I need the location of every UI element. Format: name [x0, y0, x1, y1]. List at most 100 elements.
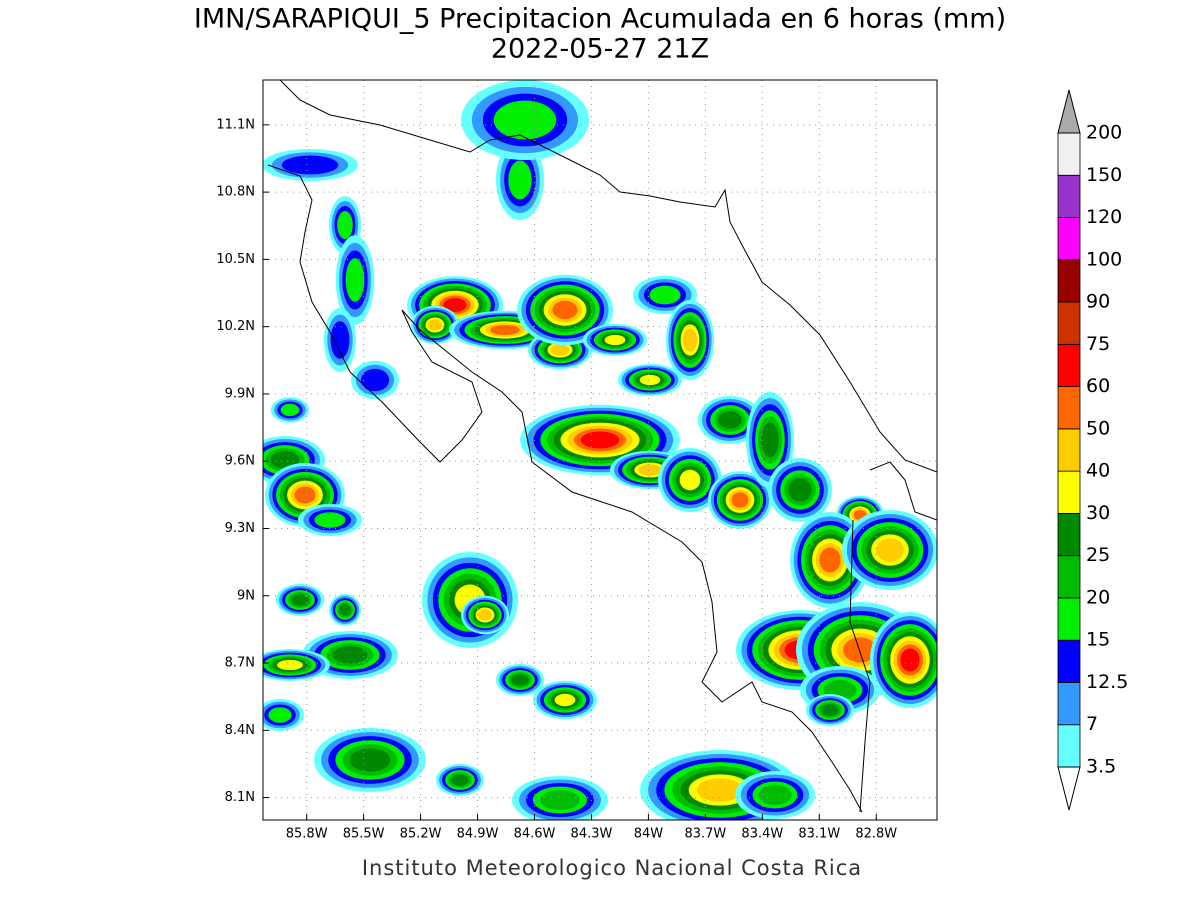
border [849, 519, 871, 813]
precip-area [550, 344, 570, 356]
colorbar-segment [1057, 639, 1081, 683]
precip-area [718, 411, 742, 429]
precip-area [604, 334, 626, 346]
coastline [869, 461, 937, 521]
precip-area [330, 321, 350, 359]
colorbar-segment [1057, 597, 1081, 641]
colorbar-segment [1057, 259, 1081, 303]
precip-area [478, 609, 492, 621]
colorbar-segment [1057, 386, 1081, 430]
y-tick-label: 8.7N [225, 656, 255, 671]
colorbar: 3.5 7 12.5 15 20 25 30 40 50 60 75 90 100 120 150 200 [1057, 89, 1128, 811]
colorbar-label: 75 [1086, 333, 1110, 355]
precip-area [554, 693, 576, 707]
precip-field [263, 80, 937, 820]
x-tick-label: 83.4W [741, 827, 783, 842]
y-tick-label: 8.4N [225, 723, 255, 738]
colorbar-segment [1057, 513, 1081, 557]
precip-area [291, 594, 309, 606]
precip-area [900, 648, 920, 672]
precip-area [639, 374, 661, 386]
colorbar-label: 100 [1086, 248, 1122, 270]
x-tick-label: 84.6W [514, 827, 556, 842]
colorbar-label: 3.5 [1086, 756, 1116, 778]
precip-area [761, 422, 779, 458]
precip-area [281, 155, 339, 175]
map-frame [262, 79, 938, 821]
colorbar-label: 12.5 [1086, 671, 1128, 693]
x-tick-label: 84W [634, 827, 664, 842]
precip-area [511, 674, 529, 686]
colorbar-over [1057, 89, 1081, 134]
colorbar-segment [1057, 343, 1081, 388]
y-tick-label: 9.9N [225, 386, 255, 401]
colorbar-label: 25 [1086, 544, 1110, 566]
precip-area [451, 774, 469, 786]
precip-area [493, 100, 557, 140]
y-tick-label: 11.1N [216, 117, 255, 132]
colorbar-label: 40 [1086, 460, 1110, 482]
colorbar-label: 200 [1086, 122, 1122, 144]
x-tick-label: 85.5W [343, 827, 385, 842]
colorbar-label: 20 [1086, 586, 1110, 608]
subtitle: 2022-05-27 21Z [491, 34, 709, 65]
colorbar-segment [1057, 428, 1081, 472]
colorbar-segment [1057, 555, 1081, 599]
precip-area [268, 707, 292, 723]
precip-area [683, 328, 697, 352]
x-tick-label: 84.9W [457, 827, 499, 842]
y-tick-label: 10.2N [216, 319, 255, 334]
precip-area [580, 431, 620, 449]
colorbar-segment [1057, 217, 1081, 261]
precip-area [280, 403, 300, 417]
precip-area [277, 659, 303, 671]
x-tick-label: 84.3W [571, 827, 613, 842]
precip-area [360, 368, 390, 392]
grid: 85.8W 85.5W 85.2W 84.9W 84.6W 84.3W 84W 83.7W 83… [216, 80, 937, 842]
colorbar-label: 15 [1086, 629, 1110, 651]
x-tick-label: 82.8W [855, 827, 897, 842]
precip-area [540, 790, 580, 810]
y-tick-label: 9.3N [225, 521, 255, 536]
x-tick-label: 85.8W [286, 827, 328, 842]
x-tick-label: 85.2W [400, 827, 442, 842]
title: IMN/SARAPIQUI_5 Precipitacion Acumulada … [194, 4, 1006, 35]
colorbar-label: 50 [1086, 417, 1110, 439]
precip-area [490, 324, 520, 336]
colorbar-label: 60 [1086, 375, 1110, 397]
precip-area [349, 748, 391, 772]
y-tick-label: 8.1N [225, 790, 255, 805]
precip-area [679, 469, 701, 491]
precip-area [843, 637, 877, 663]
precip-area [758, 785, 792, 805]
coastlines [267, 80, 937, 813]
precip-area [508, 160, 532, 200]
colorbar-label: 30 [1086, 502, 1110, 524]
x-tick-label: 83.7W [684, 827, 726, 842]
colorbar-segment [1057, 470, 1081, 514]
colorbar-label: 7 [1086, 713, 1098, 735]
precip-area [428, 319, 442, 331]
y-tick-label: 10.5N [216, 252, 255, 267]
coastline [279, 80, 937, 473]
precip-area [788, 478, 812, 502]
precip-area [819, 547, 841, 573]
colorbar-segment [1057, 174, 1081, 218]
colorbar-segment [1057, 724, 1081, 768]
precip-area [731, 492, 749, 508]
colorbar-label: 90 [1086, 291, 1110, 313]
precip-area [270, 451, 300, 469]
x-tick-label: 83.1W [798, 827, 840, 842]
precip-area [314, 512, 346, 528]
precip-area [696, 778, 744, 802]
colorbar-segment [1057, 301, 1081, 345]
precip-area [821, 704, 839, 716]
coastline [267, 164, 863, 813]
precip-area [337, 210, 353, 240]
colorbar-under [1057, 766, 1081, 811]
precip-area [876, 538, 904, 562]
precip-area [339, 604, 351, 616]
colorbar-label: 150 [1086, 164, 1122, 186]
precip-area [294, 486, 316, 504]
